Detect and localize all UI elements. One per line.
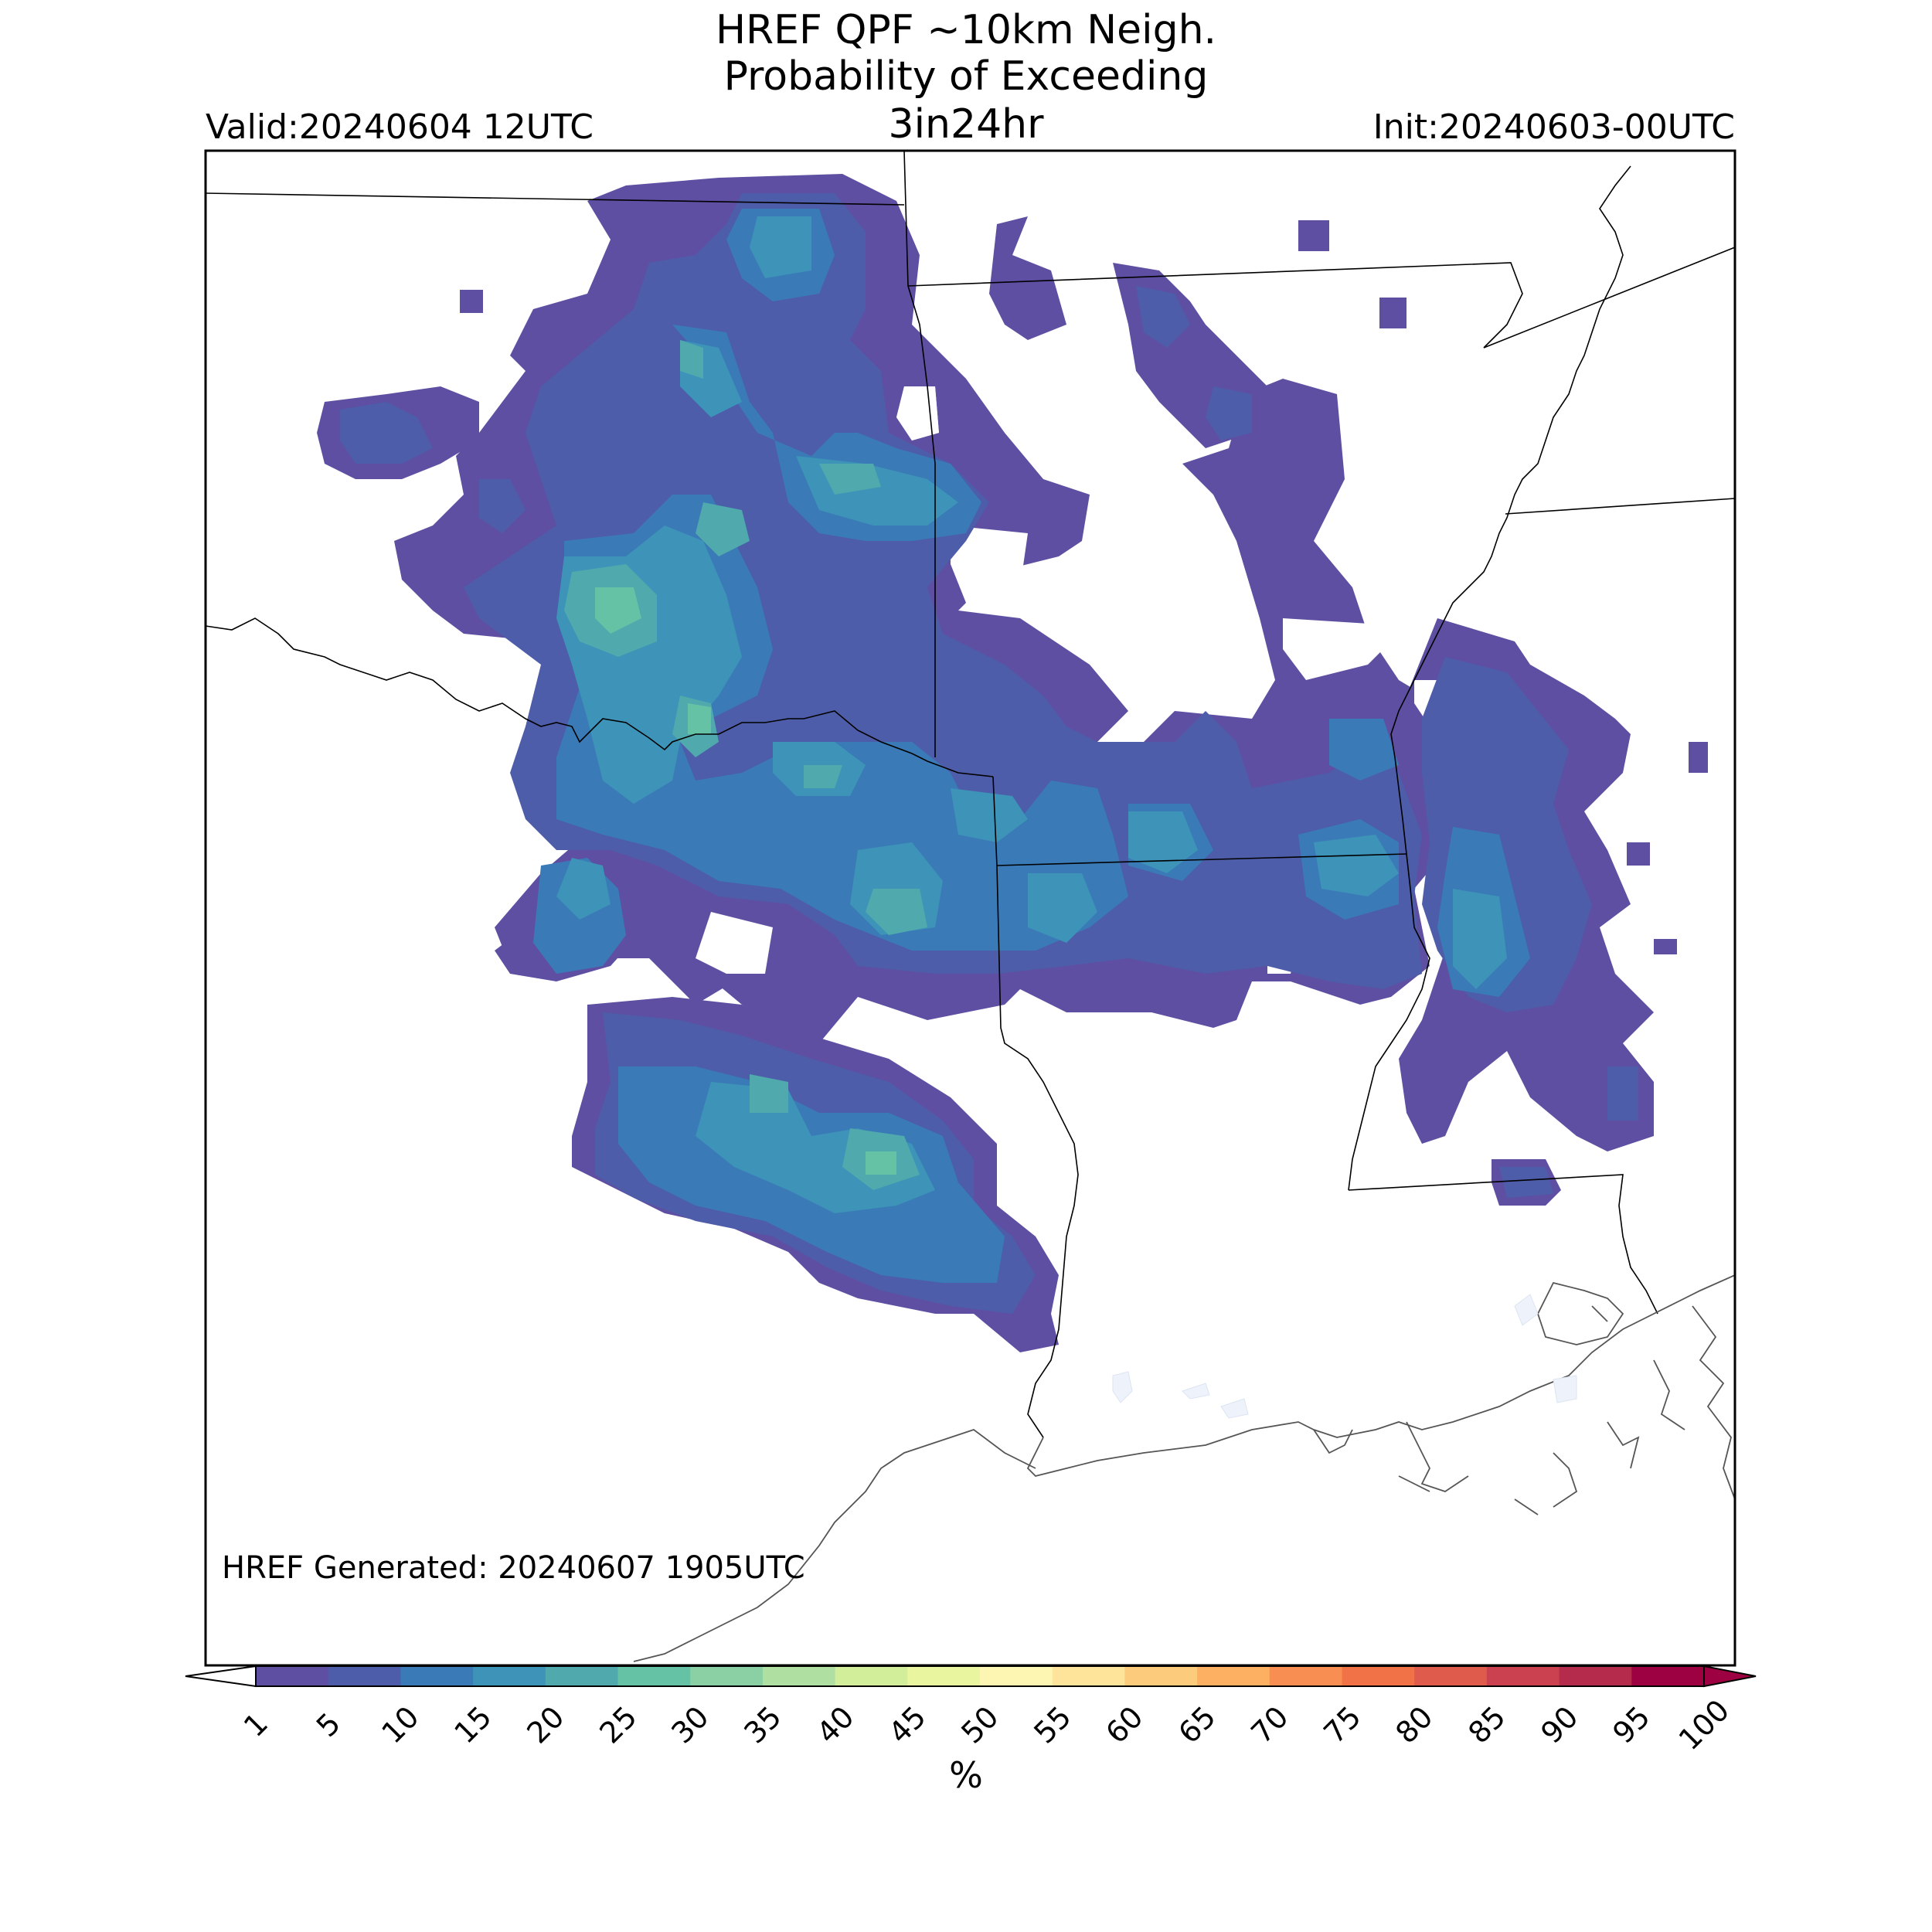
title-line-2: Probability of Exceeding (723, 53, 1209, 100)
colorbar-segment (1414, 1666, 1488, 1686)
coastline (633, 1274, 1736, 1662)
valid-time-label: Valid:20240604 12UTC (206, 107, 594, 147)
state-borders (205, 150, 1736, 1438)
colorbar (185, 1665, 1757, 1688)
colorbar-segment (835, 1666, 908, 1686)
colorbar-segment (1631, 1666, 1705, 1686)
colorbar-segment (256, 1666, 329, 1686)
colorbar-segment (328, 1666, 401, 1686)
colorbar-segment (907, 1666, 981, 1686)
title-line-1: HREF QPF ~10km Neigh. (715, 7, 1217, 53)
colorbar-segment (473, 1666, 546, 1686)
colorbar-frame (255, 1665, 1705, 1687)
colorbar-segment (762, 1666, 836, 1686)
colorbar-segment (1052, 1666, 1125, 1686)
title-line-3: 3in24hr (888, 101, 1044, 148)
colorbar-segment (545, 1666, 618, 1686)
colorbar-segment (617, 1666, 691, 1686)
colorbar-segment (1486, 1666, 1560, 1686)
colorbar-segment (1124, 1666, 1198, 1686)
probability-fields (317, 174, 1708, 1352)
colorbar-segment (1197, 1666, 1270, 1686)
colorbar-segment (1269, 1666, 1342, 1686)
colorbar-unit-label: % (949, 1754, 983, 1796)
water-bodies (1112, 1294, 1577, 1419)
colorbar-segment (1559, 1666, 1632, 1686)
colorbar-segment (980, 1666, 1053, 1686)
colorbar-segment (1342, 1666, 1415, 1686)
colorbar-segment (400, 1666, 474, 1686)
colorbar-over-extension (1703, 1665, 1757, 1688)
init-time-label: Init:20240603-00UTC (1372, 107, 1735, 147)
generated-timestamp: HREF Generated: 20240607 1905UTC (222, 1550, 805, 1586)
prob-level-25 (595, 587, 896, 1175)
colorbar-segment (690, 1666, 764, 1686)
colorbar-under-extension (185, 1665, 257, 1688)
